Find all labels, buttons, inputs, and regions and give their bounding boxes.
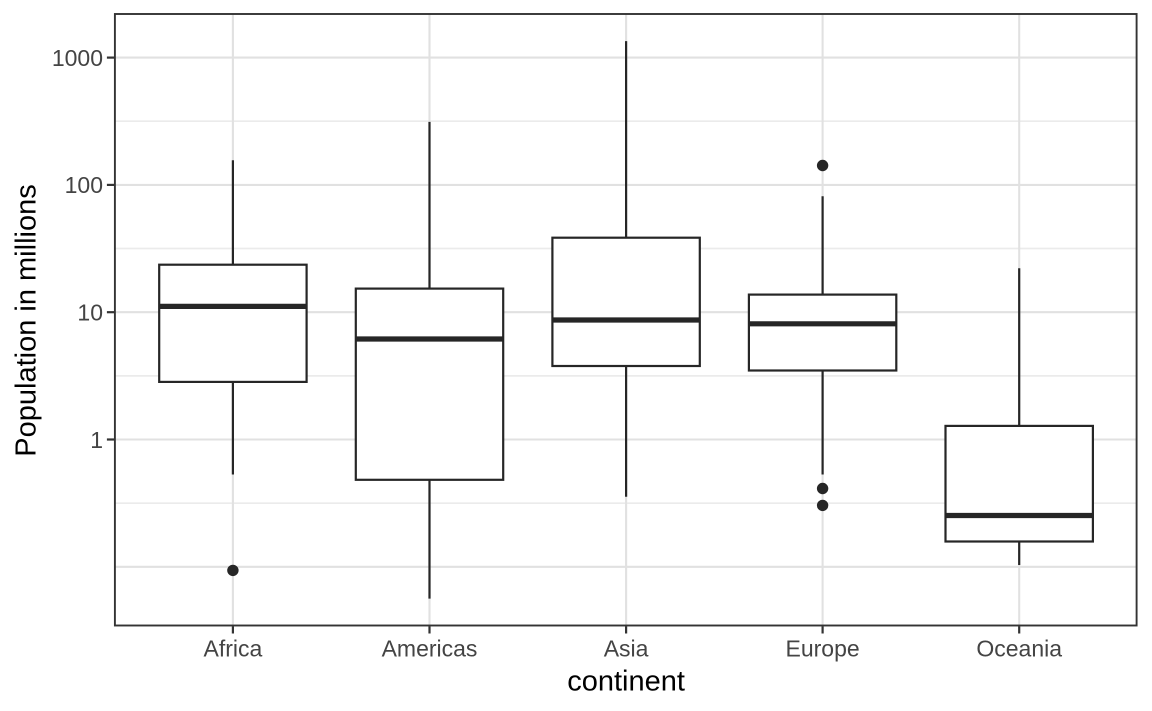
svg-text:Asia: Asia bbox=[604, 636, 649, 662]
svg-text:Europe: Europe bbox=[786, 636, 860, 662]
svg-text:Population in millions: Population in millions bbox=[11, 184, 43, 456]
svg-text:Africa: Africa bbox=[204, 636, 263, 662]
svg-text:1000: 1000 bbox=[52, 45, 103, 71]
svg-text:continent: continent bbox=[567, 666, 685, 698]
svg-text:Oceania: Oceania bbox=[976, 636, 1062, 662]
svg-text:100: 100 bbox=[65, 172, 103, 198]
svg-text:Americas: Americas bbox=[382, 636, 478, 662]
svg-text:10: 10 bbox=[77, 300, 103, 326]
svg-text:1: 1 bbox=[90, 427, 103, 453]
